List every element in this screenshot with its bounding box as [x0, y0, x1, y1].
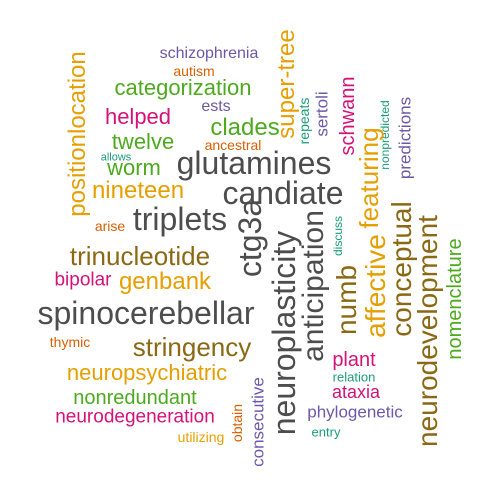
word-stringency: stringency — [132, 332, 252, 362]
word-clades: clades — [210, 114, 280, 141]
word-neurodegeneration: neurodegeneration — [55, 406, 215, 428]
word-utilizing: utilizing — [177, 429, 225, 445]
word-plant: plant — [332, 349, 376, 371]
word-bipolar: bipolar — [54, 269, 112, 291]
word-numb: numb — [331, 264, 362, 336]
word-triplets: triplets — [132, 201, 228, 237]
word-discuss: discuss — [331, 215, 345, 257]
word-sertoli: sertoli — [312, 91, 332, 137]
word-anticipation: anticipation — [297, 210, 330, 362]
word-neuropsychiatric: neuropsychiatric — [66, 360, 228, 385]
word-ataxia: ataxia — [331, 382, 381, 402]
word-nomenclature: nomenclature — [444, 238, 466, 360]
word-phylogenetic: phylogenetic — [307, 402, 403, 422]
word-repeats: repeats — [296, 97, 312, 145]
word-categorization: categorization — [114, 75, 252, 100]
word-ctg3a: ctg3a — [232, 198, 268, 278]
word-twelve: twelve — [111, 129, 175, 154]
word-positionlocation: positionlocation — [64, 51, 91, 217]
word-helped: helped — [104, 104, 172, 129]
word-candiate: candiate — [222, 175, 344, 211]
word-ests: ests — [201, 98, 231, 115]
word-thymic: thymic — [49, 334, 91, 350]
word-glutamines: glutamines — [176, 145, 332, 181]
word-neuroplasticity: neuroplasticity — [266, 230, 302, 436]
word-arise: arise — [94, 218, 126, 234]
word-schizophrenia: schizophrenia — [159, 45, 259, 62]
word-consecutive: consecutive — [248, 377, 268, 467]
word-neurodevelopment: neurodevelopment — [412, 215, 443, 447]
word-predictions: predictions — [395, 96, 415, 180]
word-worm: worm — [107, 155, 161, 180]
word-spinocerebellar: spinocerebellar — [37, 295, 255, 331]
word-entry: entry — [311, 424, 341, 440]
word-nineteen: nineteen — [91, 177, 185, 204]
word-obtain: obtain — [229, 403, 245, 443]
word-genbank: genbank — [118, 268, 212, 295]
word-autism: autism — [173, 63, 215, 79]
word-trinucleotide: trinucleotide — [69, 241, 211, 271]
word-nonredundant: nonredundant — [73, 387, 197, 409]
word-allows: allows — [100, 151, 132, 164]
word-relation: relation — [332, 369, 376, 385]
word-ancestral: ancestral — [204, 137, 262, 153]
word-featuring: featuring — [354, 127, 384, 229]
